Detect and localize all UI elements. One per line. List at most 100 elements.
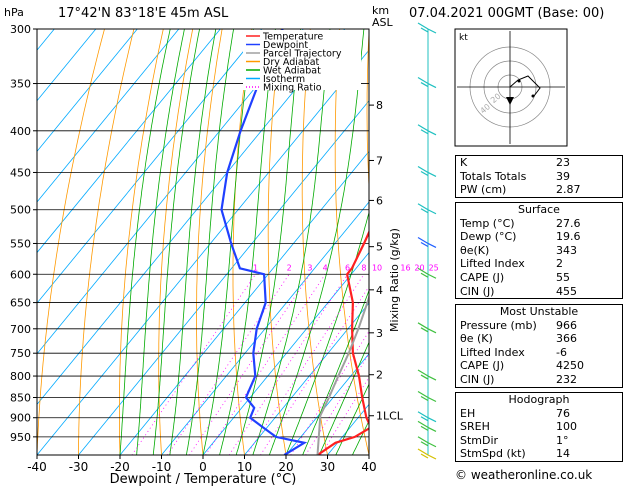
temperature-tick-label: 10 xyxy=(237,460,252,474)
wind-barb-flag xyxy=(420,327,429,333)
hodograph-label: SREH xyxy=(460,420,490,434)
hodograph-label: EH xyxy=(460,406,476,420)
series-dewpoint xyxy=(220,29,308,455)
pressure-tick-label: 900 xyxy=(10,412,31,425)
hodograph-trace xyxy=(509,75,541,97)
wind-barb-flag xyxy=(420,416,429,422)
wet-adiabat-line xyxy=(152,29,200,455)
hodograph-value: 76 xyxy=(556,406,570,420)
surface-label: Temp (°C) xyxy=(460,216,515,230)
km-tick-label: 4 xyxy=(376,284,383,297)
legend-label: Dewpoint xyxy=(263,40,308,51)
mixing-ratio-label: 6 xyxy=(345,263,350,272)
temperature-tick-label: -20 xyxy=(110,460,130,474)
wind-barb-flag xyxy=(427,83,437,89)
surface-row: Dewp (°C) 19.6 xyxy=(456,230,622,244)
surface-label: CIN (J) xyxy=(460,284,495,298)
pressure-tick-label: 550 xyxy=(10,237,31,250)
pressure-tick-label: 800 xyxy=(10,370,31,383)
wind-barb-flag xyxy=(427,209,437,215)
most-unstable-panel: Most Unstable Pressure (mb) 966 θe (K) 366 L… xyxy=(455,304,623,388)
copyright[interactable]: © weatheronline.co.uk xyxy=(455,468,593,482)
wind-barb xyxy=(417,436,437,448)
wind-barb xyxy=(417,267,437,279)
most-unstable-value: 232 xyxy=(556,372,577,386)
wind-barb-flag xyxy=(420,395,429,402)
wind-barb-flag xyxy=(427,273,437,279)
pressure-tick-label: 600 xyxy=(10,268,31,281)
isotherm-line xyxy=(202,251,369,455)
surface-panel: Surface Temp (°C) 27.6 Dewp (°C) 19.6 θe(K) 3… xyxy=(455,202,623,300)
isotherm-line xyxy=(37,29,180,203)
surface-value: 27.6 xyxy=(556,216,581,230)
hodograph-value: 100 xyxy=(556,420,577,434)
wind-barb-flag xyxy=(427,242,437,249)
pressure-tick-label: 950 xyxy=(10,431,31,444)
datetime-label: 07.04.2021 00GMT (Base: 00) xyxy=(409,6,605,21)
surface-row: CIN (J) 455 xyxy=(456,285,622,299)
wind-barb-flag xyxy=(427,130,437,136)
mixing-ratio-line xyxy=(305,353,369,455)
most-unstable-value: 4250 xyxy=(556,359,584,373)
wind-barb-flag xyxy=(420,441,429,447)
mixing-ratio-line xyxy=(290,330,369,455)
x-axis-title: Dewpoint / Temperature (°C) xyxy=(110,472,297,486)
wind-barb-flag xyxy=(420,170,429,176)
wind-barb-flag xyxy=(420,374,429,380)
wind-barb xyxy=(417,165,437,178)
wind-barb-flag xyxy=(427,426,437,432)
most-unstable-value: 366 xyxy=(556,332,577,346)
surface-row: Lifted Index 2 xyxy=(456,257,622,271)
mixing-ratio-line xyxy=(260,285,369,455)
index-value: 2.87 xyxy=(556,183,581,197)
wind-barb-flag xyxy=(427,396,437,403)
wind-barb-flag xyxy=(420,272,429,278)
wind-barb xyxy=(417,369,437,381)
wind-barb-flag xyxy=(417,448,429,456)
surface-row: Temp (°C) 27.6 xyxy=(456,217,622,231)
wind-barb xyxy=(417,322,437,334)
dry-adiabat-line xyxy=(366,29,369,194)
hodograph-value: 1° xyxy=(556,433,569,447)
most-unstable-label: θe (K) xyxy=(460,332,493,346)
km-tick-label: 2 xyxy=(376,369,383,382)
surface-label: θe(K) xyxy=(460,243,490,257)
wind-barb xyxy=(417,420,437,432)
index-label: K xyxy=(460,156,468,169)
km-tick-label: 5 xyxy=(376,241,383,254)
mixing-ratio-label: 8 xyxy=(361,263,366,272)
surface-value: 343 xyxy=(556,243,577,257)
mixing-ratio-label: 2 xyxy=(287,263,292,272)
hodograph-row: EH 76 xyxy=(456,407,622,421)
pressure-tick-label: 850 xyxy=(10,391,31,404)
mixing-ratio-label: 10 xyxy=(372,263,382,272)
hodograph-title: Hodograph xyxy=(508,393,570,406)
wet-adiabat-line xyxy=(202,29,254,455)
most-unstable-label: Pressure (mb) xyxy=(460,318,537,332)
hodograph-table: Hodograph EH 76 SREH 100 StmDir 1° StmSpd (kt)… xyxy=(456,393,622,461)
chart-lines-layer xyxy=(37,29,369,455)
pressure-tick-label: 750 xyxy=(10,347,31,360)
wind-barb-flag xyxy=(427,28,437,34)
legend-label: Mixing Ratio xyxy=(263,83,322,94)
legend-label: Dry Adiabat xyxy=(263,57,320,68)
wind-barb-flag xyxy=(417,236,429,244)
mixing-ratio-axis-title: Mixing Ratio (g/kg) xyxy=(388,228,401,332)
surface-label: Lifted Index xyxy=(460,257,525,271)
isotherm-line xyxy=(161,201,369,455)
most-unstable-row: θe (K) 366 xyxy=(456,332,622,346)
wind-barb-flag xyxy=(417,267,429,275)
most-unstable-row: Pressure (mb) 966 xyxy=(456,319,622,333)
most-unstable-label: CAPE (J) xyxy=(460,359,505,373)
surface-row: θe(K) 343 xyxy=(456,244,622,258)
index-value: 39 xyxy=(556,169,570,183)
dry-adiabat-line xyxy=(37,29,105,455)
temperature-tick-label: 40 xyxy=(361,460,376,474)
hodograph-row: SREH 100 xyxy=(456,420,622,434)
surface-row: CAPE (J) 55 xyxy=(456,271,622,285)
most-unstable-value: 966 xyxy=(556,318,577,332)
wind-barbs xyxy=(417,22,437,460)
hodograph-frame xyxy=(454,28,568,147)
mixing-ratio-line xyxy=(167,274,290,455)
